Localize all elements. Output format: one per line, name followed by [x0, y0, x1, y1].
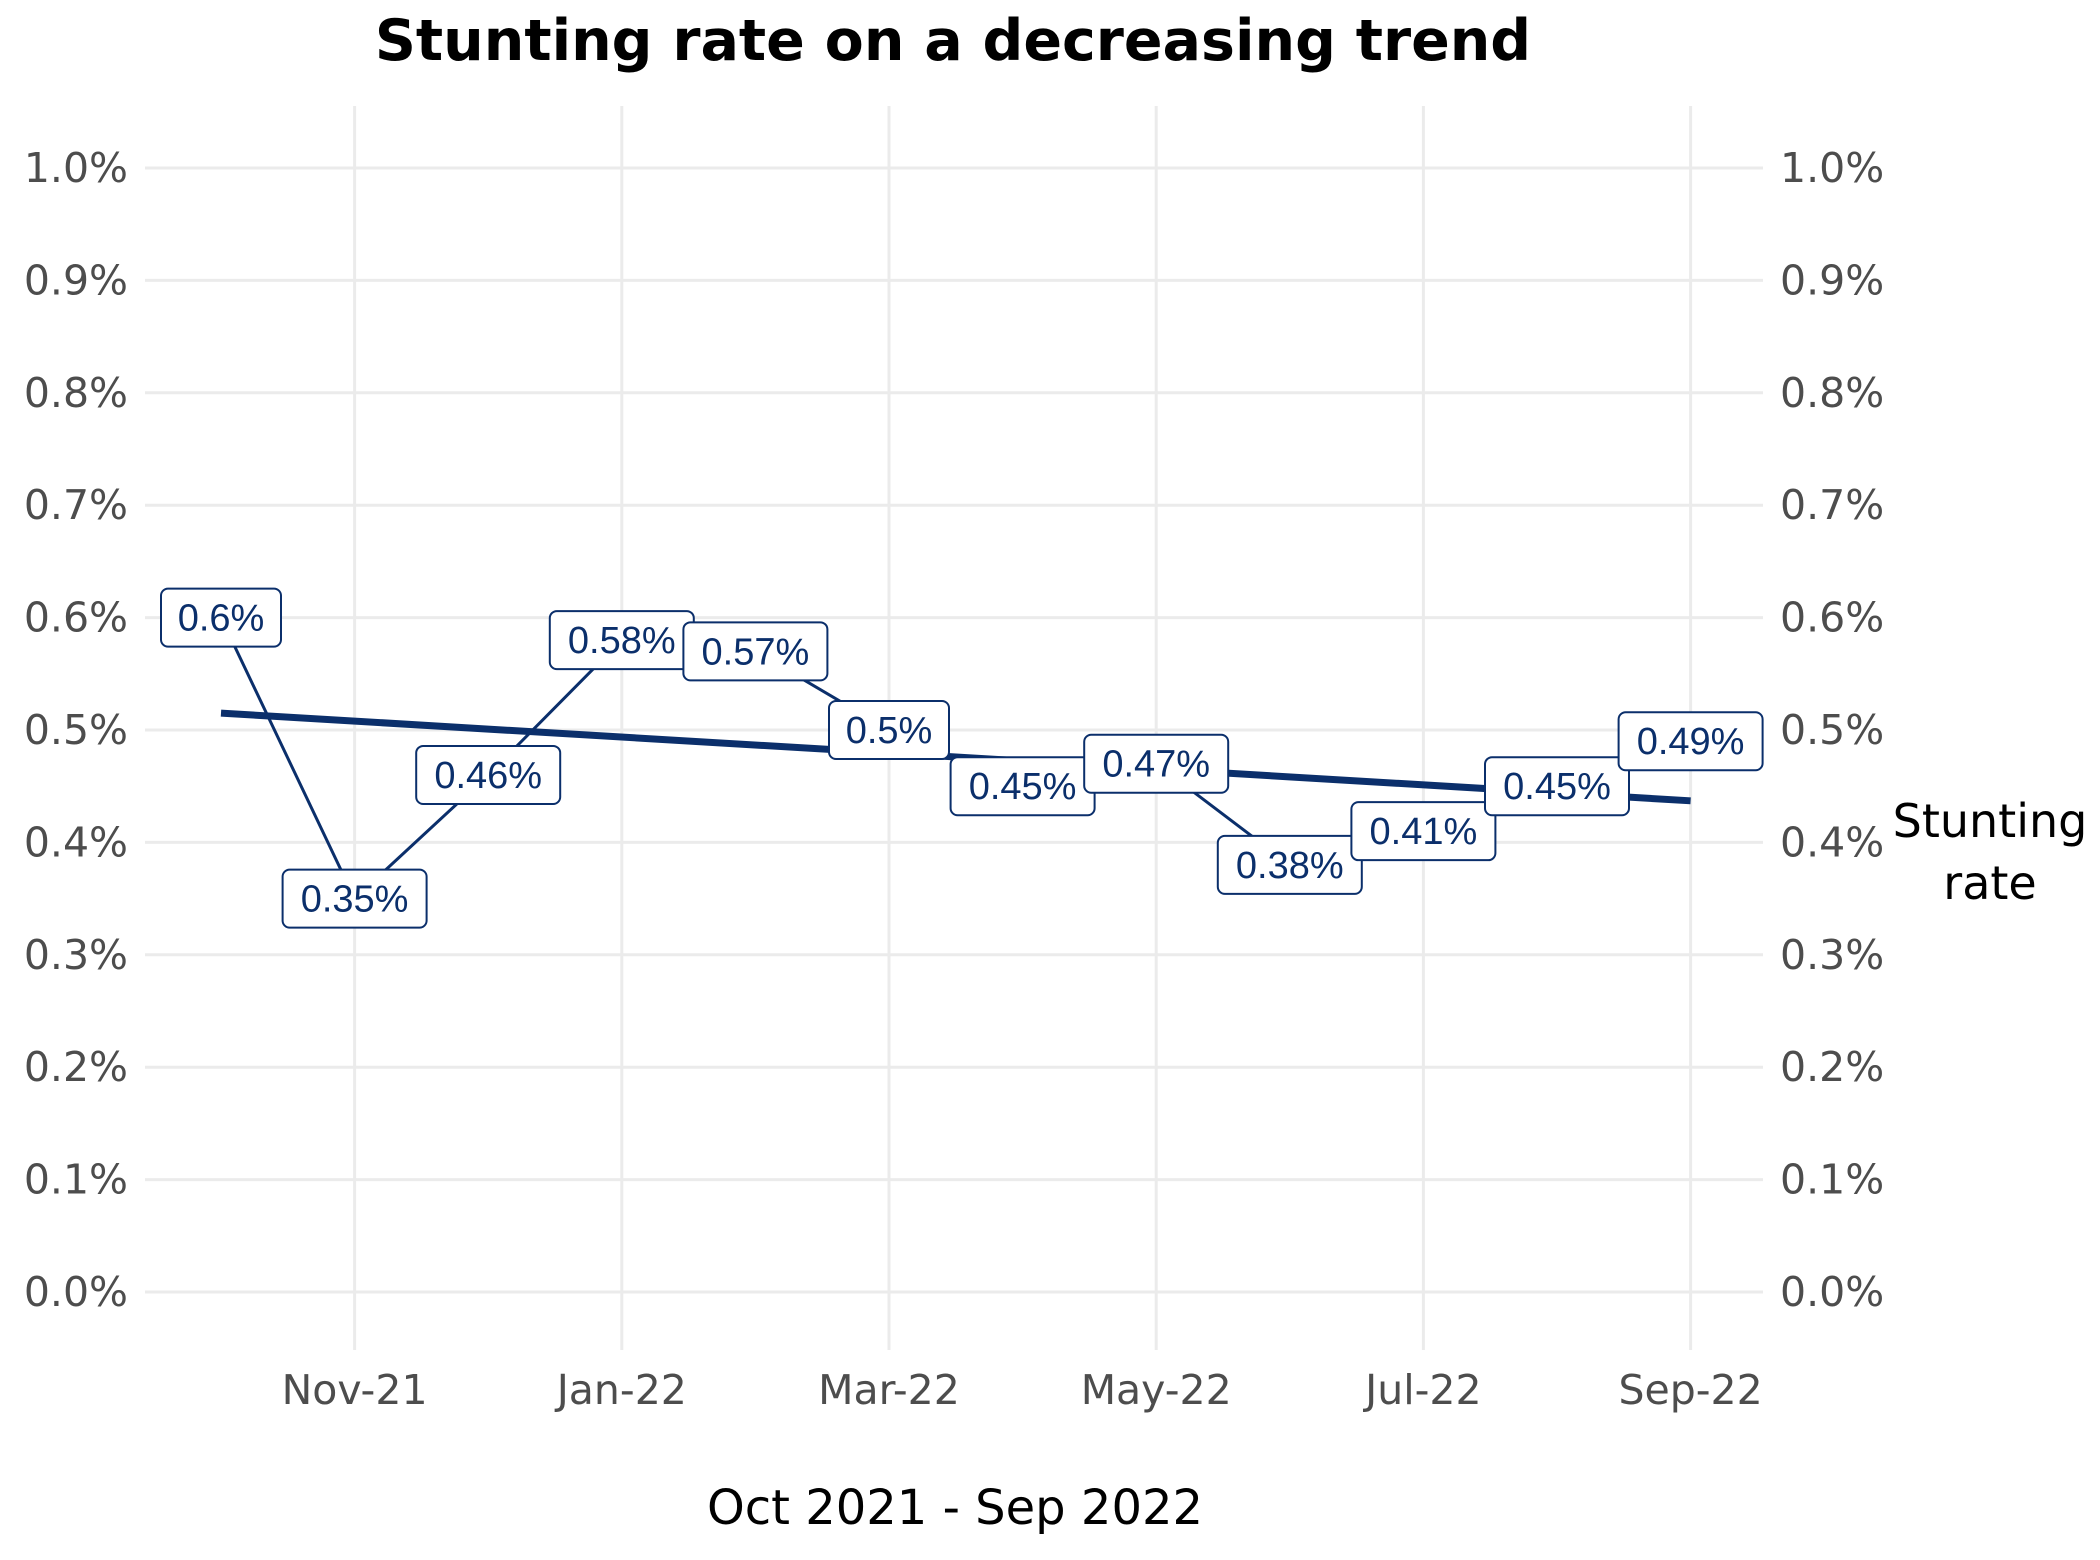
y-tick-label-left: 0.6%	[24, 594, 128, 642]
data-label-box	[281, 868, 428, 929]
data-label-box	[1617, 711, 1764, 772]
data-label: 0.38%	[1216, 834, 1363, 895]
legend-label: Stunting rate	[1880, 790, 2100, 914]
y-tick-label-right: 0.2%	[1780, 1043, 1884, 1091]
data-label-text: 0.58%	[568, 620, 676, 662]
data-labels: 0.6% 0.35% 0.46% 0.58% 0.57% 0.5% 0.45% 0.47% 0.…	[160, 587, 1764, 929]
data-label: 0.57%	[682, 621, 829, 682]
x-tick-label: Mar-22	[818, 1366, 960, 1414]
data-label-box	[160, 587, 282, 648]
y-tick-label-right: 0.0%	[1780, 1268, 1884, 1316]
y-tick-label-left: 0.3%	[24, 931, 128, 979]
y-tick-label-left: 0.0%	[24, 1268, 128, 1316]
data-label-text: 0.57%	[702, 631, 810, 673]
data-label-text: 0.41%	[1370, 811, 1478, 853]
y-tick-label-left: 0.8%	[24, 369, 128, 417]
y-tick-label-right: 1.0%	[1780, 144, 1884, 192]
data-label: 0.47%	[1083, 733, 1230, 794]
data-label-text: 0.38%	[1236, 845, 1344, 887]
y-tick-label-left: 0.1%	[24, 1156, 128, 1204]
data-label: 0.49%	[1617, 711, 1764, 772]
y-tick-label-right: 0.5%	[1780, 706, 1884, 754]
data-label: 0.6%	[160, 587, 282, 648]
gridlines	[145, 106, 1763, 1350]
data-label-text: 0.35%	[301, 879, 409, 921]
x-axis-title: Oct 2021 - Sep 2022	[706, 1480, 1204, 1536]
data-label: 0.45%	[1484, 756, 1630, 817]
data-label-text: 0.45%	[1503, 766, 1611, 808]
y-tick-label-right: 0.6%	[1780, 594, 1884, 642]
y-tick-label-right: 0.4%	[1780, 818, 1884, 866]
data-label-text: 0.6%	[178, 598, 265, 640]
data-label-box	[1216, 834, 1363, 895]
data-label-text: 0.47%	[1102, 744, 1210, 786]
data-label: 0.45%	[949, 756, 1096, 817]
y-tick-label-right: 0.1%	[1780, 1156, 1884, 1204]
y-tick-label-left: 0.4%	[24, 818, 128, 866]
data-label-text: 0.45%	[969, 766, 1077, 808]
x-tick-label: Jan-22	[554, 1366, 687, 1414]
y-tick-label-left: 0.9%	[24, 256, 128, 304]
data-label-box	[828, 700, 950, 760]
data-label-text: 0.49%	[1637, 721, 1745, 763]
data-label: 0.41%	[1350, 801, 1497, 862]
x-tick-label: Sep-22	[1618, 1366, 1762, 1414]
x-tick-label: Jul-22	[1362, 1366, 1481, 1414]
data-label: 0.46%	[415, 744, 562, 805]
legend-label-line-2: rate	[1943, 856, 2037, 910]
data-label: 0.5%	[828, 700, 950, 760]
y-tick-label-right: 0.3%	[1780, 931, 1884, 979]
x-tick-label: Nov-21	[282, 1366, 428, 1414]
x-tick-label: May-22	[1081, 1366, 1232, 1414]
y-tick-label-left: 0.5%	[24, 706, 128, 754]
data-label-box	[682, 621, 829, 682]
data-label: 0.35%	[281, 868, 428, 929]
data-label-box	[1350, 801, 1497, 862]
y-tick-label-right: 0.7%	[1780, 481, 1884, 529]
data-label-text: 0.46%	[434, 755, 542, 797]
data-label-text: 0.5%	[846, 710, 933, 752]
data-label-box	[1083, 733, 1230, 794]
chart-title: Stunting rate on a decreasing trend	[374, 8, 1532, 74]
y-tick-label-right: 0.8%	[1780, 369, 1884, 417]
legend-label-line-1: Stunting	[1892, 794, 2088, 848]
data-label: 0.58%	[548, 610, 695, 671]
y-tick-label-left: 0.2%	[24, 1043, 128, 1091]
y-tick-label-left: 1.0%	[24, 144, 128, 192]
data-label-box	[415, 744, 562, 805]
y-tick-label-left: 0.7%	[24, 481, 128, 529]
data-label-box	[1484, 756, 1630, 817]
y-tick-label-right: 0.9%	[1780, 256, 1884, 304]
